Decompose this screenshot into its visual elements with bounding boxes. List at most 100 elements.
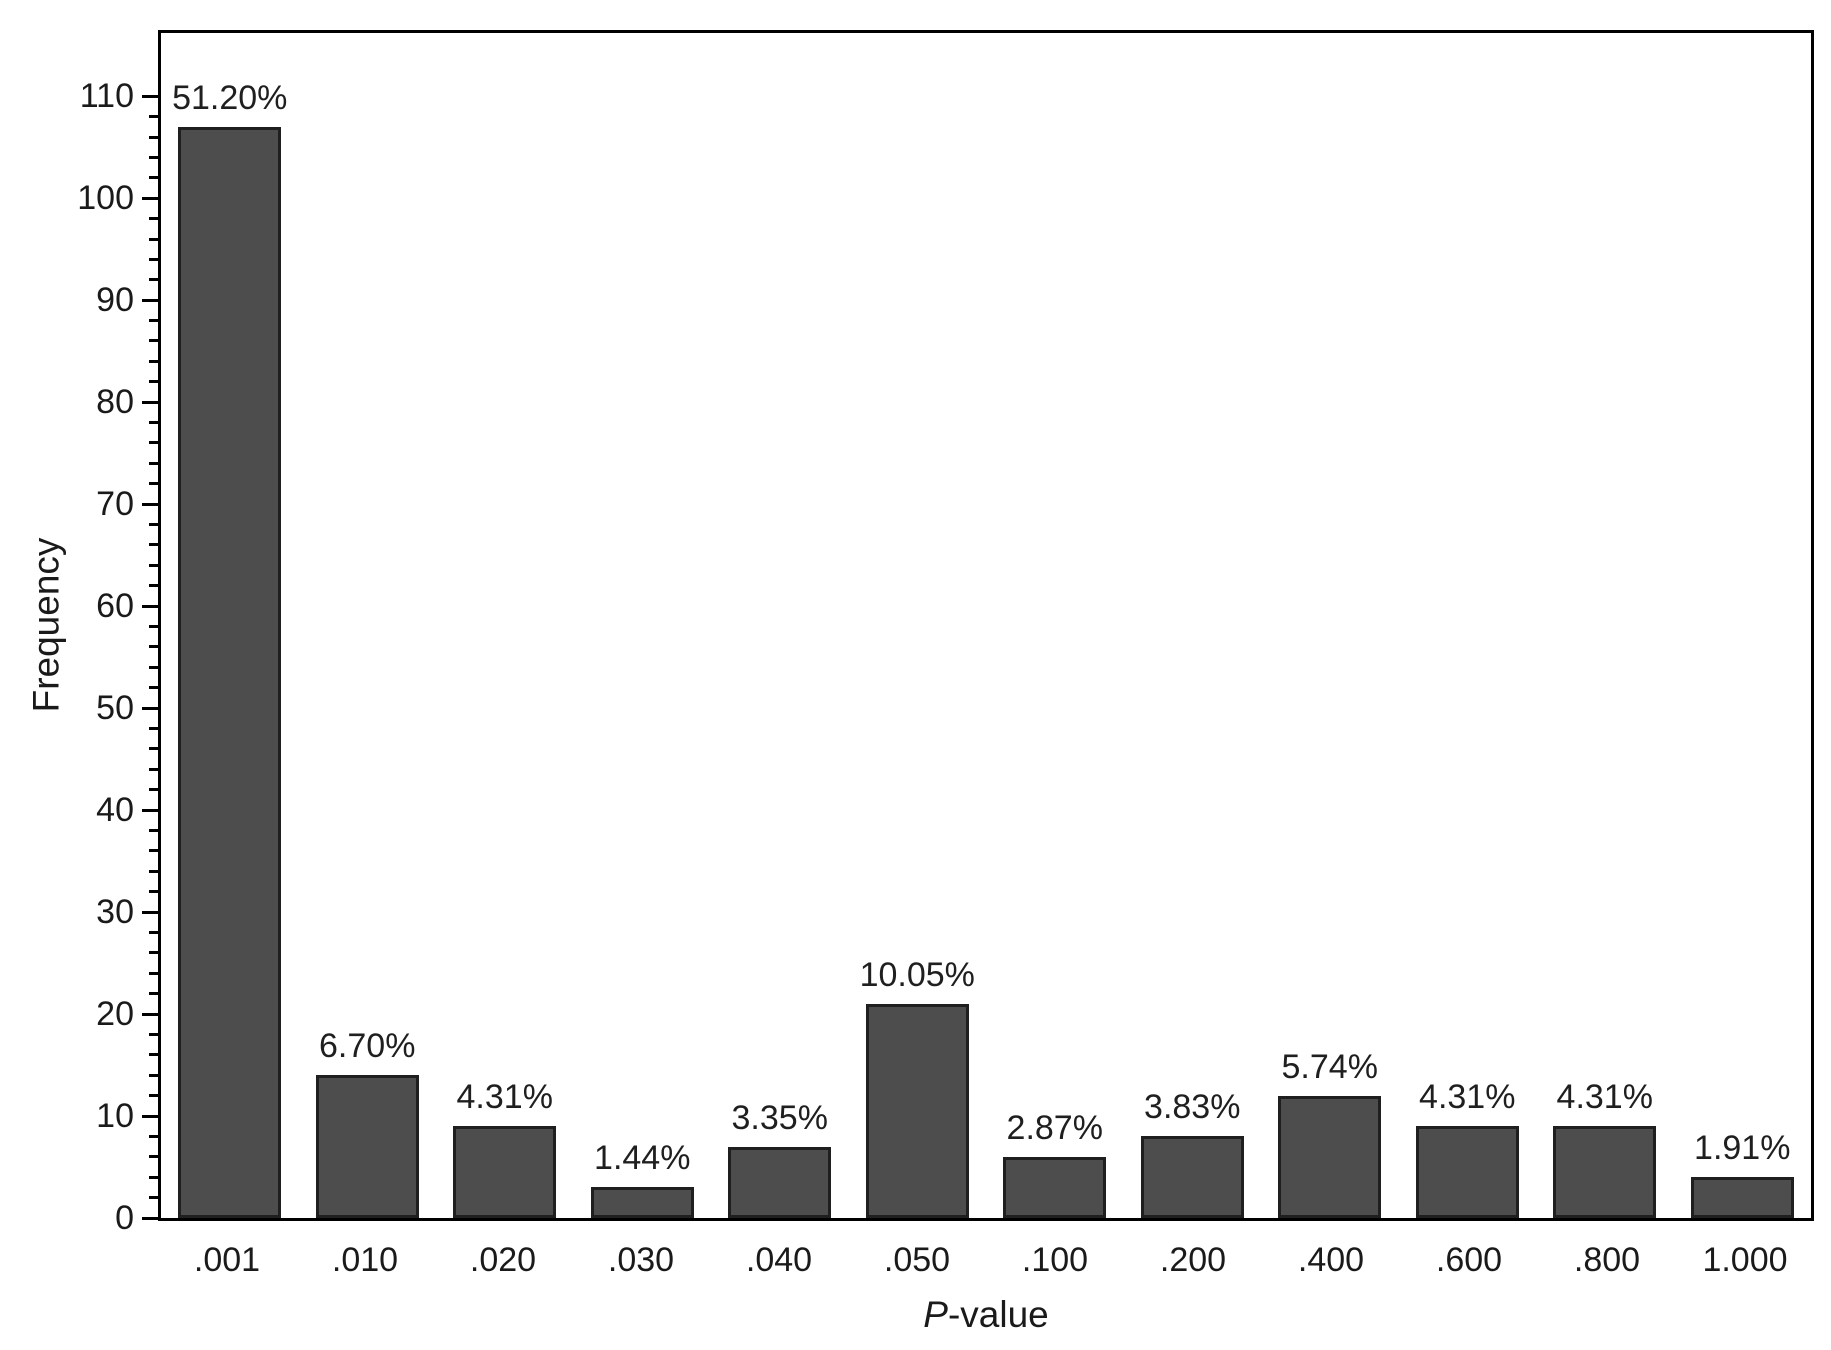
x-axis-title: P-value <box>923 1296 1048 1333</box>
y-minor-tick <box>149 380 158 384</box>
y-minor-tick <box>149 788 158 792</box>
y-minor-tick <box>149 971 158 975</box>
y-major-tick <box>142 1012 158 1016</box>
bar-value-label: 51.20% <box>172 78 288 117</box>
bar-value-label: 4.31% <box>1419 1078 1516 1117</box>
y-minor-tick <box>149 1175 158 1179</box>
bar <box>1415 1126 1519 1218</box>
bar-labels-layer: 51.20% 6.70% 4.31% 1.44% 3.35% 10.05% 2.87% 3.8… <box>161 33 1811 1218</box>
y-tick-label: 90 <box>96 281 134 320</box>
y-minor-tick <box>149 441 158 445</box>
y-major-tick <box>142 196 158 200</box>
bar-value-label: 6.70% <box>319 1027 416 1066</box>
y-minor-tick <box>149 155 158 159</box>
x-tick-label: .050 <box>883 1241 951 1279</box>
bars-layer <box>161 33 1811 1218</box>
x-tick-label: .100 <box>1021 1241 1089 1279</box>
y-minor-tick <box>149 543 158 547</box>
x-tick-label: .040 <box>745 1241 813 1279</box>
y-minor-tick <box>149 482 158 486</box>
y-minor-tick <box>149 1032 158 1036</box>
y-tick-label: 60 <box>96 587 134 626</box>
bar-value-label: 4.31% <box>1556 1078 1653 1117</box>
y-major-tick <box>142 910 158 914</box>
y-major-tick <box>142 94 158 98</box>
y-major-tick <box>142 1216 158 1220</box>
y-minor-tick <box>149 278 158 282</box>
bar-value-label: 10.05% <box>859 955 975 994</box>
y-minor-tick <box>149 563 158 567</box>
y-axis-title: Frequency <box>25 537 67 713</box>
y-minor-tick <box>149 828 158 832</box>
y-minor-tick <box>149 625 158 629</box>
y-major-tick <box>142 808 158 812</box>
x-axis-title-italic-part: P <box>923 1294 948 1335</box>
y-major-tick <box>142 400 158 404</box>
bar <box>315 1075 419 1218</box>
y-major-tick <box>142 502 158 506</box>
y-minor-tick <box>149 849 158 853</box>
y-minor-tick <box>149 869 158 873</box>
bar-value-label: 3.35% <box>731 1098 828 1137</box>
bar-value-label: 5.74% <box>1281 1047 1378 1086</box>
y-minor-tick <box>149 767 158 771</box>
plot-area <box>158 30 1814 1221</box>
x-tick-label: .030 <box>607 1241 675 1279</box>
x-tick-label: .800 <box>1573 1241 1641 1279</box>
bar <box>1690 1177 1794 1218</box>
y-minor-tick <box>149 523 158 527</box>
y-minor-tick <box>149 584 158 588</box>
bar <box>728 1146 832 1218</box>
bar <box>1003 1156 1107 1218</box>
y-major-tick <box>142 706 158 710</box>
y-tick-label: 80 <box>96 383 134 422</box>
y-minor-tick <box>149 1134 158 1138</box>
bar <box>453 1126 557 1218</box>
x-tick-label: .010 <box>331 1241 399 1279</box>
bar <box>1140 1136 1244 1218</box>
y-tick-label: 40 <box>96 791 134 830</box>
y-minor-tick <box>149 421 158 425</box>
y-minor-tick <box>149 951 158 955</box>
bar-value-label: 2.87% <box>1006 1108 1103 1147</box>
bar <box>178 126 282 1218</box>
y-major-tick <box>142 1114 158 1118</box>
y-tick-label: 30 <box>96 893 134 932</box>
y-tick-label: 20 <box>96 995 134 1034</box>
y-minor-tick <box>149 727 158 730</box>
bar <box>1278 1095 1382 1218</box>
y-minor-tick <box>149 339 158 343</box>
x-tick-label: .400 <box>1297 1241 1365 1279</box>
y-minor-tick <box>149 217 158 221</box>
x-tick-label: 1.000 <box>1702 1241 1788 1279</box>
y-tick-label: 70 <box>96 485 134 524</box>
y-minor-tick <box>149 176 158 180</box>
x-tick-label: .001 <box>193 1241 261 1279</box>
y-tick-label: 50 <box>96 689 134 728</box>
y-tick-label: 110 <box>79 77 134 116</box>
x-axis-labels-row: .001 .010 .020 .030 .040 .050 .100 .200 .400 .600… <box>158 1243 1814 1283</box>
y-minor-tick <box>149 1053 158 1057</box>
y-minor-tick <box>149 115 158 119</box>
y-minor-tick <box>149 890 158 894</box>
y-minor-tick <box>149 319 158 323</box>
chart-area: 0 10 20 30 40 50 60 70 80 90 100 110 51.20% 6.70% 4.3… <box>77 30 1814 1277</box>
y-minor-tick <box>149 237 158 241</box>
bar <box>590 1187 694 1218</box>
y-minor-tick <box>149 665 158 669</box>
x-axis-title-rest-part: -value <box>947 1294 1049 1335</box>
y-tick-label: 10 <box>96 1097 134 1136</box>
y-minor-tick <box>149 1196 158 1200</box>
y-minor-tick <box>149 461 158 465</box>
bar <box>1553 1126 1657 1218</box>
y-major-tick <box>142 298 158 302</box>
y-minor-tick <box>149 257 158 261</box>
y-minor-tick <box>149 1073 158 1077</box>
y-minor-tick <box>149 930 158 934</box>
y-minor-tick <box>149 1155 158 1159</box>
x-tick-label: .600 <box>1435 1241 1503 1279</box>
x-tick-label: .020 <box>469 1241 537 1279</box>
y-minor-tick <box>149 992 158 996</box>
x-tick-label: .200 <box>1159 1241 1227 1279</box>
